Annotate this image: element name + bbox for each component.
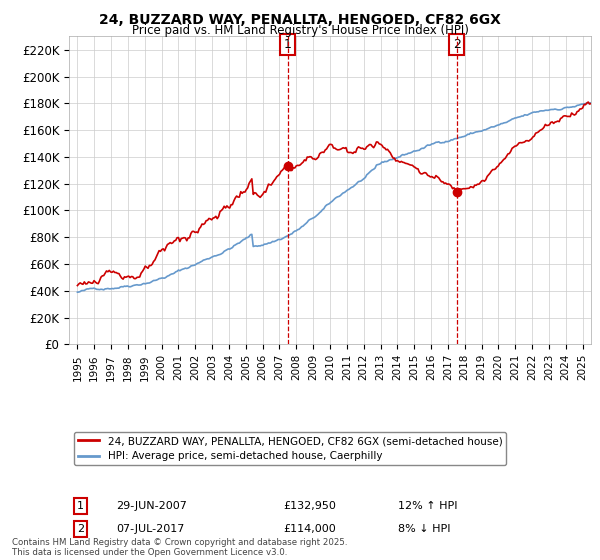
Text: 1: 1: [77, 501, 84, 511]
Text: 24, BUZZARD WAY, PENALLTA, HENGOED, CF82 6GX: 24, BUZZARD WAY, PENALLTA, HENGOED, CF82…: [99, 13, 501, 27]
Text: Price paid vs. HM Land Registry's House Price Index (HPI): Price paid vs. HM Land Registry's House …: [131, 24, 469, 37]
Text: £114,000: £114,000: [283, 524, 336, 534]
Text: 2: 2: [77, 524, 84, 534]
Legend: 24, BUZZARD WAY, PENALLTA, HENGOED, CF82 6GX (semi-detached house), HPI: Average: 24, BUZZARD WAY, PENALLTA, HENGOED, CF82…: [74, 432, 506, 465]
Text: 8% ↓ HPI: 8% ↓ HPI: [398, 524, 451, 534]
Text: 12% ↑ HPI: 12% ↑ HPI: [398, 501, 457, 511]
Text: 29-JUN-2007: 29-JUN-2007: [116, 501, 187, 511]
Text: £132,950: £132,950: [283, 501, 336, 511]
Text: 2: 2: [452, 38, 461, 51]
Text: 07-JUL-2017: 07-JUL-2017: [116, 524, 184, 534]
Text: 1: 1: [284, 38, 292, 51]
Text: Contains HM Land Registry data © Crown copyright and database right 2025.
This d: Contains HM Land Registry data © Crown c…: [12, 538, 347, 557]
